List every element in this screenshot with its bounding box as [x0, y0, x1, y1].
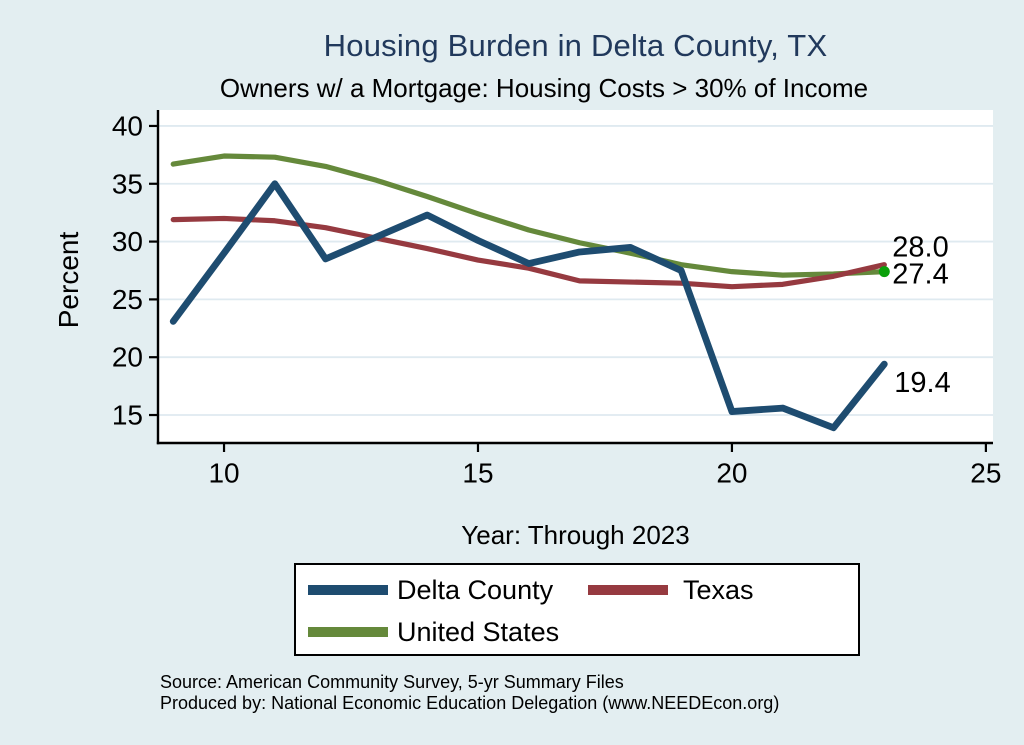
- series-line-united-states: [170, 153, 887, 278]
- y-tick-label: 15: [112, 400, 143, 431]
- y-tick-label: 20: [112, 342, 143, 373]
- plot-background: [158, 110, 993, 443]
- y-tick-label: 30: [112, 226, 143, 257]
- series-line-texas: [170, 215, 887, 290]
- source-notes: Source: American Community Survey, 5-yr …: [160, 672, 779, 714]
- legend-label-texas: Texas: [683, 575, 754, 605]
- us-end-marker: [878, 266, 890, 278]
- legend-swatch-united-states: [308, 627, 388, 637]
- legend-swatch-texas: [588, 585, 668, 595]
- legend-label-united-states: United States: [397, 617, 560, 647]
- plot-area: 15 20 25 30 35 40 10 15 20 25 19.4 28.027.4: [112, 110, 1001, 489]
- y-axis-title: Percent: [53, 231, 84, 329]
- legend: Delta County Texas United States: [294, 563, 860, 656]
- y-tick-label: 25: [112, 284, 143, 315]
- end-value-label-texas: 28.0: [892, 232, 948, 264]
- legend-label-delta-county: Delta County: [397, 575, 554, 605]
- end-value-label-delta-county: 19.4: [894, 367, 950, 399]
- y-tick-label: 40: [112, 110, 143, 141]
- source-line: Source: American Community Survey, 5-yr …: [160, 672, 624, 692]
- chart-subtitle: Owners w/ a Mortgage: Housing Costs > 30…: [219, 73, 869, 103]
- end-value-label-united-states: 27.4: [892, 259, 948, 291]
- y-tick-label: 35: [112, 168, 143, 199]
- produced-by-line: Produced by: National Economic Education…: [160, 693, 780, 713]
- legend-swatch-delta-county: [308, 585, 388, 595]
- chart-title: Housing Burden in Delta County, TX: [323, 28, 828, 63]
- x-tick-label: 25: [970, 458, 1001, 489]
- x-tick-label: 15: [462, 458, 493, 489]
- x-axis-title: Year: Through 2023: [461, 520, 690, 550]
- x-tick-label: 20: [716, 458, 747, 489]
- series-line-delta-county: [169, 180, 888, 432]
- x-tick-label: 10: [208, 458, 239, 489]
